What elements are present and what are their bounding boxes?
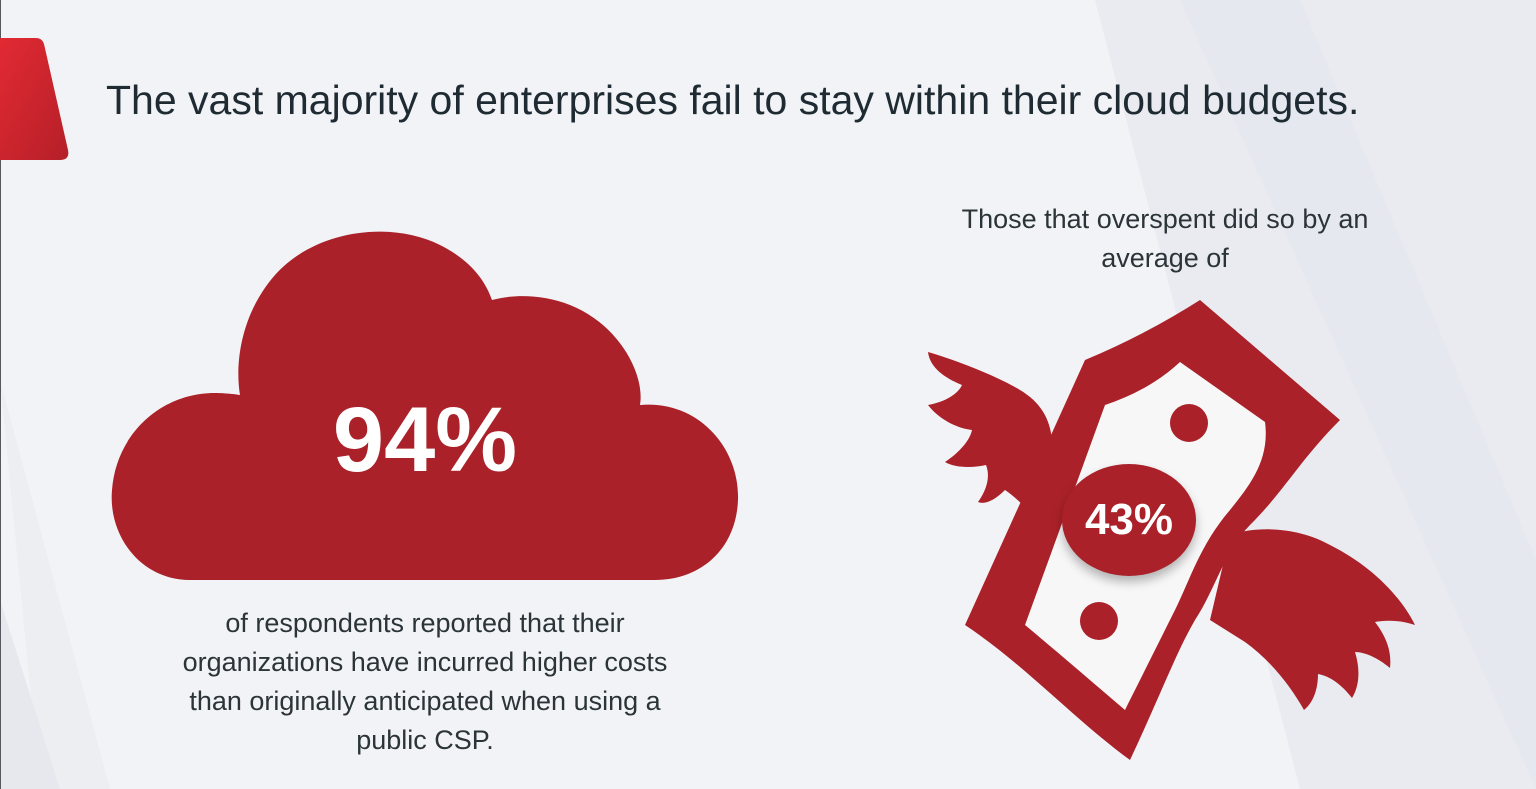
left-border xyxy=(0,0,1,789)
stat-main-caption: of respondents reported that their organ… xyxy=(182,608,668,755)
stat-secondary-value: 43% xyxy=(1084,495,1174,544)
cloud-icon xyxy=(111,231,739,580)
accent-tab xyxy=(0,38,69,160)
page-headline: The vast majority of enterprises fail to… xyxy=(106,77,1360,123)
stat-secondary-badge xyxy=(1062,464,1196,576)
stat-main-value: 94% xyxy=(332,389,518,491)
stat-secondary-intro: Those that overspent did so by an averag… xyxy=(961,204,1369,273)
